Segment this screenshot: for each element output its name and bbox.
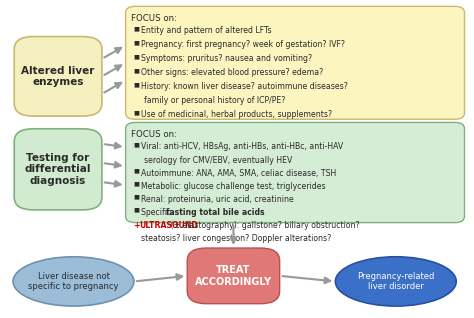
Text: (± elastography): gallstone? biliary obstruction?: (± elastography): gallstone? biliary obs…	[168, 221, 360, 230]
Text: Metabolic: glucose challenge test, triglycerides: Metabolic: glucose challenge test, trigl…	[141, 182, 326, 190]
Text: ■: ■	[133, 182, 139, 187]
FancyBboxPatch shape	[126, 122, 465, 223]
Text: Pregnancy-related
liver disorder: Pregnancy-related liver disorder	[357, 272, 435, 291]
Ellipse shape	[13, 257, 134, 306]
FancyBboxPatch shape	[187, 248, 280, 304]
Text: FOCUS on:: FOCUS on:	[131, 130, 177, 139]
Ellipse shape	[335, 257, 456, 306]
Text: FOCUS on:: FOCUS on:	[131, 14, 177, 23]
Text: Specific:: Specific:	[141, 208, 176, 217]
Text: family or personal history of ICP/PE?: family or personal history of ICP/PE?	[144, 96, 285, 105]
Text: +: +	[133, 221, 140, 230]
Text: ■: ■	[133, 54, 139, 59]
Text: Autoimmune: ANA, AMA, SMA, celiac disease, TSH: Autoimmune: ANA, AMA, SMA, celiac diseas…	[141, 169, 337, 177]
Text: TREAT
ACCORDINGLY: TREAT ACCORDINGLY	[195, 265, 272, 287]
FancyBboxPatch shape	[14, 129, 102, 210]
Text: Other signs: elevated blood pressure? edema?: Other signs: elevated blood pressure? ed…	[141, 68, 323, 77]
Text: Pregnancy: first pregnancy? week of gestation? IVF?: Pregnancy: first pregnancy? week of gest…	[141, 40, 345, 49]
Text: Altered liver
enzymes: Altered liver enzymes	[21, 66, 95, 87]
FancyBboxPatch shape	[126, 6, 465, 119]
Text: History: known liver disease? autoimmune diseases?: History: known liver disease? autoimmune…	[141, 82, 348, 91]
Text: Use of medicinal, herbal products, supplements?: Use of medicinal, herbal products, suppl…	[141, 110, 332, 119]
Text: Symptoms: pruritus? nausea and vomiting?: Symptoms: pruritus? nausea and vomiting?	[141, 54, 312, 63]
Text: Liver disease not
specific to pregnancy: Liver disease not specific to pregnancy	[28, 272, 118, 291]
Text: ULTRASOUND: ULTRASOUND	[139, 221, 198, 230]
Text: ■: ■	[133, 26, 139, 31]
Text: ■: ■	[133, 208, 139, 213]
Text: Viral: anti-HCV, HBsAg, anti-HBs, anti-HBc, anti-HAV: Viral: anti-HCV, HBsAg, anti-HBs, anti-H…	[141, 142, 343, 151]
Text: Entity and pattern of altered LFTs: Entity and pattern of altered LFTs	[141, 26, 272, 35]
Text: ■: ■	[133, 110, 139, 115]
Text: ■: ■	[133, 68, 139, 73]
Text: ■: ■	[133, 142, 139, 148]
Text: steatosis? liver congestion? Doppler alterations?: steatosis? liver congestion? Doppler alt…	[141, 234, 331, 243]
Text: ■: ■	[133, 169, 139, 174]
Text: Testing for
differential
diagnosis: Testing for differential diagnosis	[25, 153, 91, 186]
Text: ■: ■	[133, 82, 139, 87]
Text: ■: ■	[133, 195, 139, 200]
Text: ■: ■	[133, 40, 139, 45]
Text: Renal: proteinuria, uric acid, creatinine: Renal: proteinuria, uric acid, creatinin…	[141, 195, 294, 204]
Text: serology for CMV/EBV, eventually HEV: serology for CMV/EBV, eventually HEV	[144, 156, 292, 164]
FancyBboxPatch shape	[14, 37, 102, 116]
Text: fasting total bile acids: fasting total bile acids	[166, 208, 264, 217]
